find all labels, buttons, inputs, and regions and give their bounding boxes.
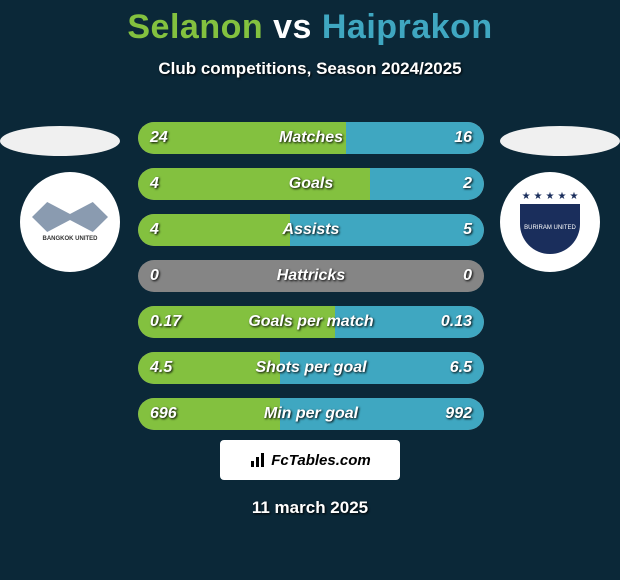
footer-date: 11 march 2025 <box>0 498 620 518</box>
star-icon: ★ <box>557 191 566 202</box>
stat-row: 42Goals <box>138 168 484 200</box>
stat-label: Assists <box>138 221 484 239</box>
crest-wings-icon <box>32 202 108 232</box>
comparison-bars: 2416Matches 42Goals 45Assists 00Hattricks 0.… <box>138 122 484 444</box>
star-icon: ★ <box>534 191 543 202</box>
stat-row: 4.56.5Shots per goal <box>138 352 484 384</box>
vs-text: vs <box>273 8 312 46</box>
stat-row: 0.170.13Goals per match <box>138 306 484 338</box>
comparison-title: Selanon vs Haiprakon <box>0 0 620 47</box>
star-icon: ★ <box>569 191 578 202</box>
star-icon: ★ <box>522 191 531 202</box>
chart-icon <box>249 451 267 469</box>
stat-label: Shots per goal <box>138 359 484 377</box>
stat-label: Hattricks <box>138 267 484 285</box>
ellipse-shadow-right <box>500 126 620 156</box>
team-crest-right: ★★★★★ BURIRAM UNITED <box>500 172 600 272</box>
stat-label: Matches <box>138 129 484 147</box>
brand-badge: FcTables.com <box>220 440 400 480</box>
player-right-name: Haiprakon <box>322 8 493 46</box>
crest-shield-text: BURIRAM UNITED <box>524 225 576 232</box>
player-left-name: Selanon <box>127 8 263 46</box>
stat-row: 45Assists <box>138 214 484 246</box>
ellipse-shadow-left <box>0 126 120 156</box>
subtitle: Club competitions, Season 2024/2025 <box>0 59 620 79</box>
stat-label: Min per goal <box>138 405 484 423</box>
stat-label: Goals per match <box>138 313 484 331</box>
stat-row: 2416Matches <box>138 122 484 154</box>
crest-stars-row: ★★★★★ <box>522 191 579 202</box>
brand-text: FcTables.com <box>271 452 370 469</box>
crest-left-label: BANGKOK UNITED <box>43 236 98 242</box>
crest-shield: BURIRAM UNITED <box>520 204 580 254</box>
team-crest-left: BANGKOK UNITED <box>20 172 120 272</box>
stat-row: 00Hattricks <box>138 260 484 292</box>
stat-label: Goals <box>138 175 484 193</box>
stat-row: 696992Min per goal <box>138 398 484 430</box>
star-icon: ★ <box>546 191 555 202</box>
